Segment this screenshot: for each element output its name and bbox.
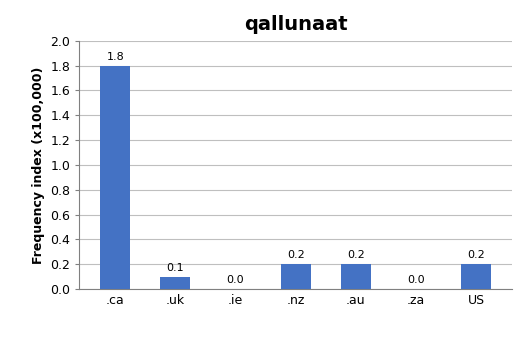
Text: 0.0: 0.0	[227, 275, 244, 285]
Text: 0.2: 0.2	[467, 251, 485, 260]
Bar	[161, 277, 191, 289]
Text: 0.0: 0.0	[407, 275, 425, 285]
Text: 1.8: 1.8	[107, 52, 124, 62]
Text: 0.2: 0.2	[287, 251, 305, 260]
Bar	[281, 264, 310, 289]
Bar	[461, 264, 491, 289]
Bar	[100, 66, 130, 289]
Text: 0.2: 0.2	[347, 251, 365, 260]
Title: qallunaat: qallunaat	[244, 15, 347, 34]
Bar	[341, 264, 371, 289]
Text: 0.1: 0.1	[167, 263, 184, 273]
Y-axis label: Frequency index (x100,000): Frequency index (x100,000)	[32, 66, 45, 264]
